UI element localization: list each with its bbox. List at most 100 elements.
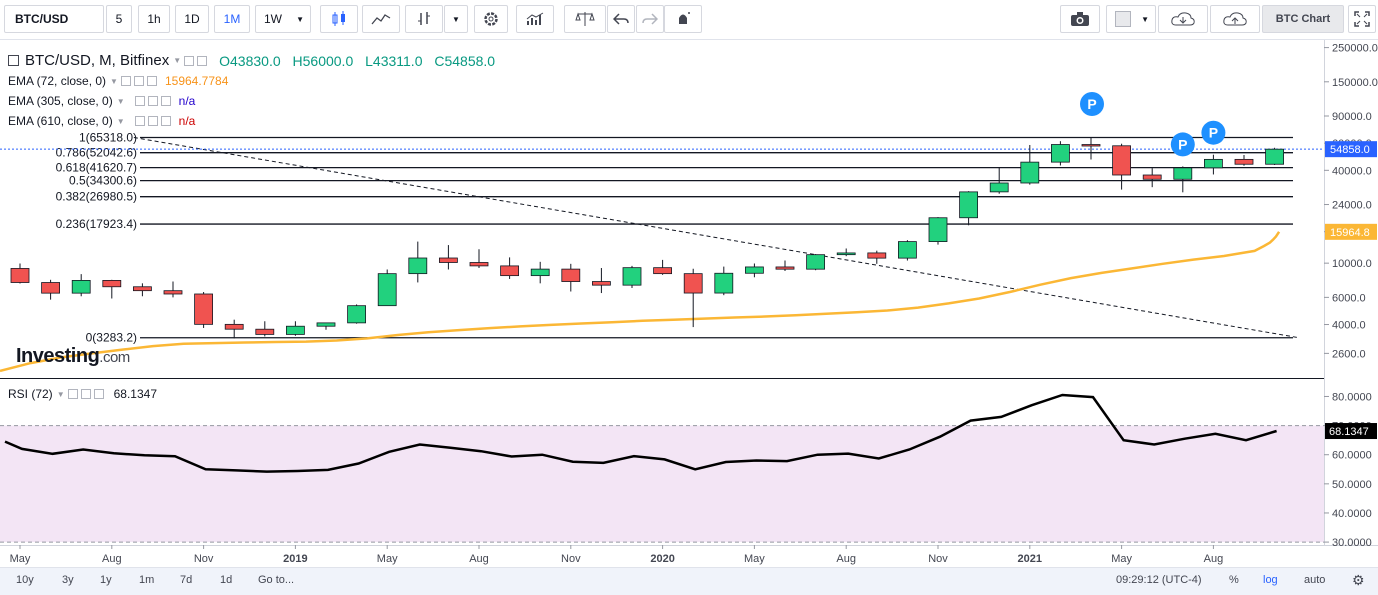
- interval-1w-button[interactable]: 1W ▼: [255, 5, 311, 33]
- eye-icon[interactable]: [134, 116, 145, 126]
- eye-icon[interactable]: [120, 76, 131, 86]
- range-7d-button[interactable]: 7d: [180, 574, 193, 586]
- candle-down: [500, 265, 520, 277]
- time-axis-label: 2020: [650, 553, 674, 565]
- interval-1d-button[interactable]: 1D: [175, 5, 209, 33]
- range-10y-button[interactable]: 10y: [16, 574, 34, 586]
- rsi-label: RSI (72): [8, 387, 53, 401]
- time-axis-label: 2019: [283, 553, 307, 565]
- price-axis-label: 250000.0: [1332, 43, 1378, 55]
- rsi-axis-label: 80.0000: [1332, 391, 1372, 403]
- redo-icon[interactable]: [636, 5, 664, 33]
- alert-icon[interactable]: [664, 5, 702, 33]
- range-1m-button[interactable]: 1m: [139, 574, 155, 586]
- trend-line[interactable]: [133, 136, 1300, 339]
- eye-icon[interactable]: [134, 96, 145, 106]
- fib-level-label: 0.786(52042.6): [56, 146, 137, 160]
- chevron-down-icon[interactable]: ▼: [110, 76, 118, 86]
- histogram-icon[interactable]: [516, 5, 554, 33]
- interval-1m-button[interactable]: 1M: [214, 5, 250, 33]
- log-toggle[interactable]: log: [1263, 574, 1278, 586]
- candle-up: [1204, 158, 1223, 169]
- candle-up: [71, 280, 91, 294]
- watermark-logo: Investing.com: [16, 345, 130, 367]
- rsi-value: 68.1347: [113, 387, 157, 401]
- interval-1w-label: 1W: [264, 12, 282, 26]
- candle-up: [1020, 161, 1040, 184]
- fibonacci-retracement[interactable]: 1(65318.0)0.786(52042.6)0.618(41620.7)0.…: [56, 130, 1293, 345]
- pivot-marker-circle: [1170, 132, 1195, 157]
- price-axis-label: 40000.0: [1332, 165, 1372, 177]
- close-icon[interactable]: [146, 76, 157, 86]
- camera-icon[interactable]: [1060, 5, 1100, 33]
- eye-icon[interactable]: [67, 389, 78, 399]
- settings-icon[interactable]: [80, 389, 91, 399]
- chevron-down-icon[interactable]: ▼: [56, 389, 65, 399]
- fib-level-label: 0.382(26980.5): [56, 190, 137, 204]
- candle-down: [224, 323, 244, 330]
- auto-toggle[interactable]: auto: [1304, 574, 1326, 586]
- rsi-legend: RSI (72) ▼ 68.1347: [8, 387, 157, 401]
- line-chart-icon[interactable]: [362, 5, 400, 33]
- symbol-title: BTC/USD, M, Bitfinex: [25, 52, 170, 69]
- symbol-search-button[interactable]: BTC/USD: [4, 5, 104, 33]
- collapse-icon[interactable]: [8, 55, 19, 66]
- fullscreen-icon[interactable]: [1348, 5, 1376, 33]
- time-axis-label: 2021: [1018, 553, 1042, 565]
- pivot-marker-label: P: [1209, 125, 1218, 141]
- time-axis[interactable]: May Aug Nov 2019 May Aug Nov 2020 May Aug Nov 2021 M…: [10, 545, 1224, 565]
- cloud-up-icon[interactable]: [1210, 5, 1260, 33]
- candle-down: [469, 262, 489, 267]
- rsi-axis[interactable]: 80.000070.000060.000050.000040.000030.00…: [1324, 391, 1372, 549]
- candle-down: [255, 328, 275, 335]
- gear-icon[interactable]: [474, 5, 508, 33]
- candles-icon[interactable]: [320, 5, 358, 33]
- interval-1h-button[interactable]: 1h: [138, 5, 170, 33]
- close-icon[interactable]: [160, 116, 171, 126]
- close-icon[interactable]: [93, 389, 104, 399]
- price-axis-label: 4000.0: [1332, 320, 1366, 332]
- candle-up: [377, 273, 397, 307]
- candle-up: [836, 252, 856, 256]
- ema72-legend: EMA (72, close, 0) ▼ 15964.7784: [8, 74, 228, 88]
- ema72-value: 15964.7784: [164, 74, 229, 88]
- candle-down: [163, 290, 183, 295]
- price-axis[interactable]: 250000.0150000.090000.060000.040000.0240…: [1324, 43, 1378, 361]
- goto-date-button[interactable]: Go to...: [258, 574, 295, 586]
- eye-icon[interactable]: [184, 55, 195, 66]
- settings-icon[interactable]: [197, 55, 208, 66]
- color-picker-button[interactable]: ▼: [1106, 5, 1156, 33]
- open-value: O43830.0: [219, 52, 281, 69]
- range-1y-button[interactable]: 1y: [100, 574, 112, 586]
- cloud-down-icon[interactable]: [1158, 5, 1208, 33]
- percent-toggle[interactable]: %: [1229, 574, 1239, 586]
- candle-down: [102, 280, 122, 288]
- range-1d-button[interactable]: 1d: [220, 574, 233, 586]
- chevron-down-icon[interactable]: ▼: [116, 116, 125, 126]
- candle-down: [592, 281, 611, 286]
- ema305-label: EMA (305, close, 0): [8, 94, 113, 108]
- settings-icon[interactable]: [147, 96, 158, 106]
- ema305-legend: EMA (305, close, 0) ▼ n/a: [8, 94, 195, 108]
- range-3y-button[interactable]: 3y: [62, 574, 74, 586]
- bars-icon[interactable]: [405, 5, 443, 33]
- chevron-down-icon[interactable]: ▼: [116, 96, 125, 106]
- chart-type-chevron-icon[interactable]: ▼: [444, 5, 468, 33]
- settings-icon[interactable]: [147, 116, 158, 126]
- last-price-text: 54858.0: [1330, 144, 1370, 156]
- gear-icon[interactable]: ⚙: [1352, 572, 1365, 588]
- close-icon[interactable]: [160, 96, 171, 106]
- undo-icon[interactable]: [607, 5, 635, 33]
- candle-up: [745, 266, 764, 274]
- scales-icon[interactable]: [564, 5, 606, 33]
- price-axis-label: 24000.0: [1332, 200, 1372, 212]
- ema610-legend: EMA (610, close, 0) ▼ n/a: [8, 114, 195, 128]
- settings-icon[interactable]: [133, 76, 144, 86]
- candle-up: [622, 267, 642, 286]
- price-axis-label: 6000.0: [1332, 292, 1366, 304]
- brand-chart-button[interactable]: BTC Chart: [1262, 5, 1344, 33]
- chart-area[interactable]: 1(65318.0) 0.786(52042.6) 0.618(41620.7) 0.…: [0, 40, 1378, 567]
- chart-canvas[interactable]: 1(65318.0)0.786(52042.6)0.618(41620.7)0.…: [0, 40, 1378, 567]
- chevron-down-icon[interactable]: ▼: [173, 56, 182, 65]
- interval-5-button[interactable]: 5: [106, 5, 132, 33]
